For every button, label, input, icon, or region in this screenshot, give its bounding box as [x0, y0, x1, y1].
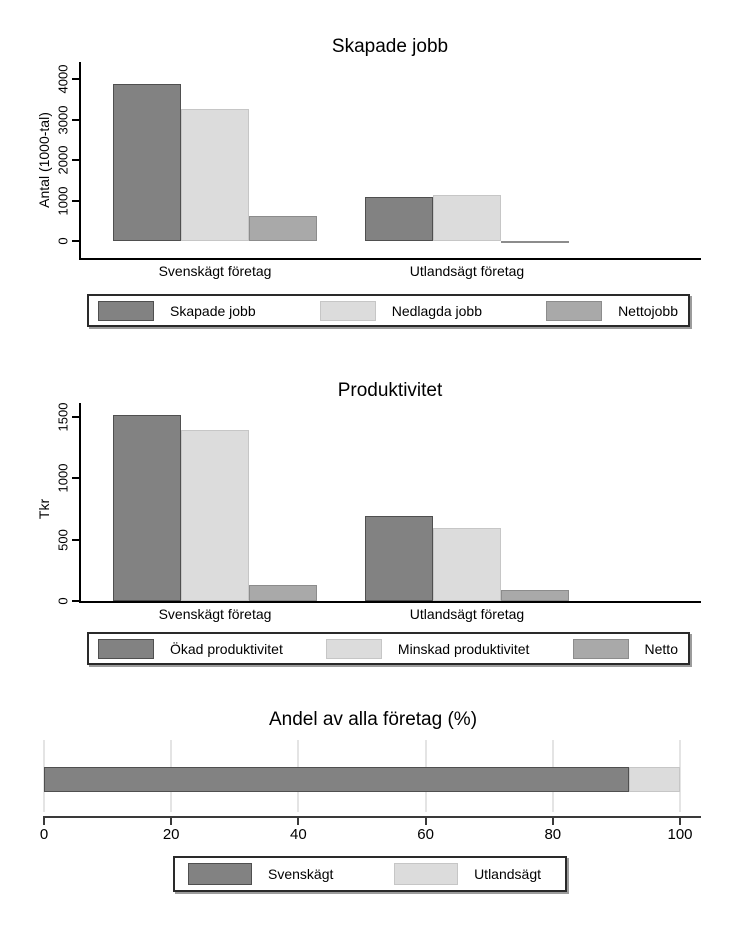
legend-label: Nedlagda jobb — [391, 302, 482, 319]
x-tick-mark — [297, 818, 300, 825]
legend-item: Skapade jobb — [98, 300, 256, 321]
legend-box: Svenskägt Utlandsägt — [173, 856, 567, 892]
bar — [181, 108, 249, 241]
bar — [433, 195, 501, 241]
legend-swatch — [394, 863, 459, 885]
legend-box: Skapade jobb Nedlagda jobb Nettojobb — [87, 294, 690, 327]
bar-segment — [629, 767, 680, 792]
x-axis-line — [43, 816, 701, 818]
legend-swatch — [572, 638, 629, 659]
legend-label: Minskad produktivitet — [397, 640, 530, 657]
category-label: Svenskägt företag — [158, 606, 272, 622]
legend-swatch — [325, 638, 382, 659]
bar — [249, 215, 317, 241]
x-tick-label: 20 — [162, 826, 180, 843]
x-axis-line — [79, 601, 701, 603]
chart-title: Produktivitet — [337, 380, 443, 401]
y-tick-mark — [72, 159, 79, 162]
bar — [249, 585, 317, 601]
x-tick-mark — [43, 818, 45, 825]
y-tick-mark — [72, 416, 79, 418]
legend-item: Minskad produktivitet — [325, 638, 530, 659]
legend-item: Ökad produktivitet — [98, 638, 283, 659]
legend-item: Nettojobb — [546, 300, 678, 321]
y-axis-line — [79, 62, 81, 260]
chart-title: Andel av alla företag (%) — [268, 709, 478, 730]
y-tick-mark — [72, 600, 79, 602]
x-tick-mark — [424, 818, 427, 825]
x-tick-mark — [170, 818, 173, 825]
legend-swatch — [319, 300, 376, 321]
legend-label: Nettojobb — [618, 302, 678, 319]
y-axis-line — [79, 403, 81, 603]
bar — [501, 241, 569, 243]
bar — [113, 83, 181, 241]
category-label: Svenskägt företag — [158, 263, 272, 279]
category-label: Utlandsägt företag — [409, 263, 525, 279]
legend-label: Svenskägt — [268, 866, 334, 882]
legend-swatch — [98, 300, 154, 321]
legend-item: Utlandsägt — [394, 863, 541, 885]
legend-swatch — [546, 300, 603, 321]
bar — [181, 430, 249, 601]
legend-box: Ökad produktivitet Minskad produktivitet N… — [87, 632, 690, 665]
y-tick-mark — [72, 538, 79, 541]
y-tick-mark — [72, 78, 79, 81]
legend-label: Utlandsägt — [474, 866, 541, 882]
chart-title: Skapade jobb — [331, 36, 449, 57]
x-axis-line — [79, 258, 701, 260]
legend-swatch — [188, 863, 252, 885]
x-tick-label: 60 — [417, 826, 434, 843]
bar — [501, 589, 569, 601]
legend-item: Netto — [572, 638, 678, 659]
gridline — [679, 740, 681, 812]
bar — [365, 516, 433, 601]
legend-item: Nedlagda jobb — [319, 300, 482, 321]
y-tick-mark — [72, 199, 79, 202]
bar — [433, 528, 501, 601]
x-tick-label: 80 — [544, 826, 562, 843]
bar — [365, 196, 433, 241]
legend-swatch — [98, 638, 154, 659]
x-tick-label: 100 — [667, 826, 693, 843]
bar — [113, 414, 181, 601]
bar-segment — [44, 767, 630, 792]
x-tick-mark — [679, 818, 681, 825]
y-tick-mark — [72, 477, 79, 480]
category-label: Utlandsägt företag — [409, 606, 525, 622]
x-tick-label: 0 — [39, 826, 49, 843]
legend-label: Skapade jobb — [170, 302, 256, 319]
legend-label: Netto — [644, 640, 678, 657]
x-tick-mark — [551, 818, 554, 825]
y-tick-mark — [72, 118, 79, 121]
y-tick-mark — [72, 240, 79, 242]
x-tick-label: 40 — [290, 826, 307, 843]
legend-item: Svenskägt — [188, 863, 333, 885]
legend-label: Ökad produktivitet — [170, 640, 283, 657]
